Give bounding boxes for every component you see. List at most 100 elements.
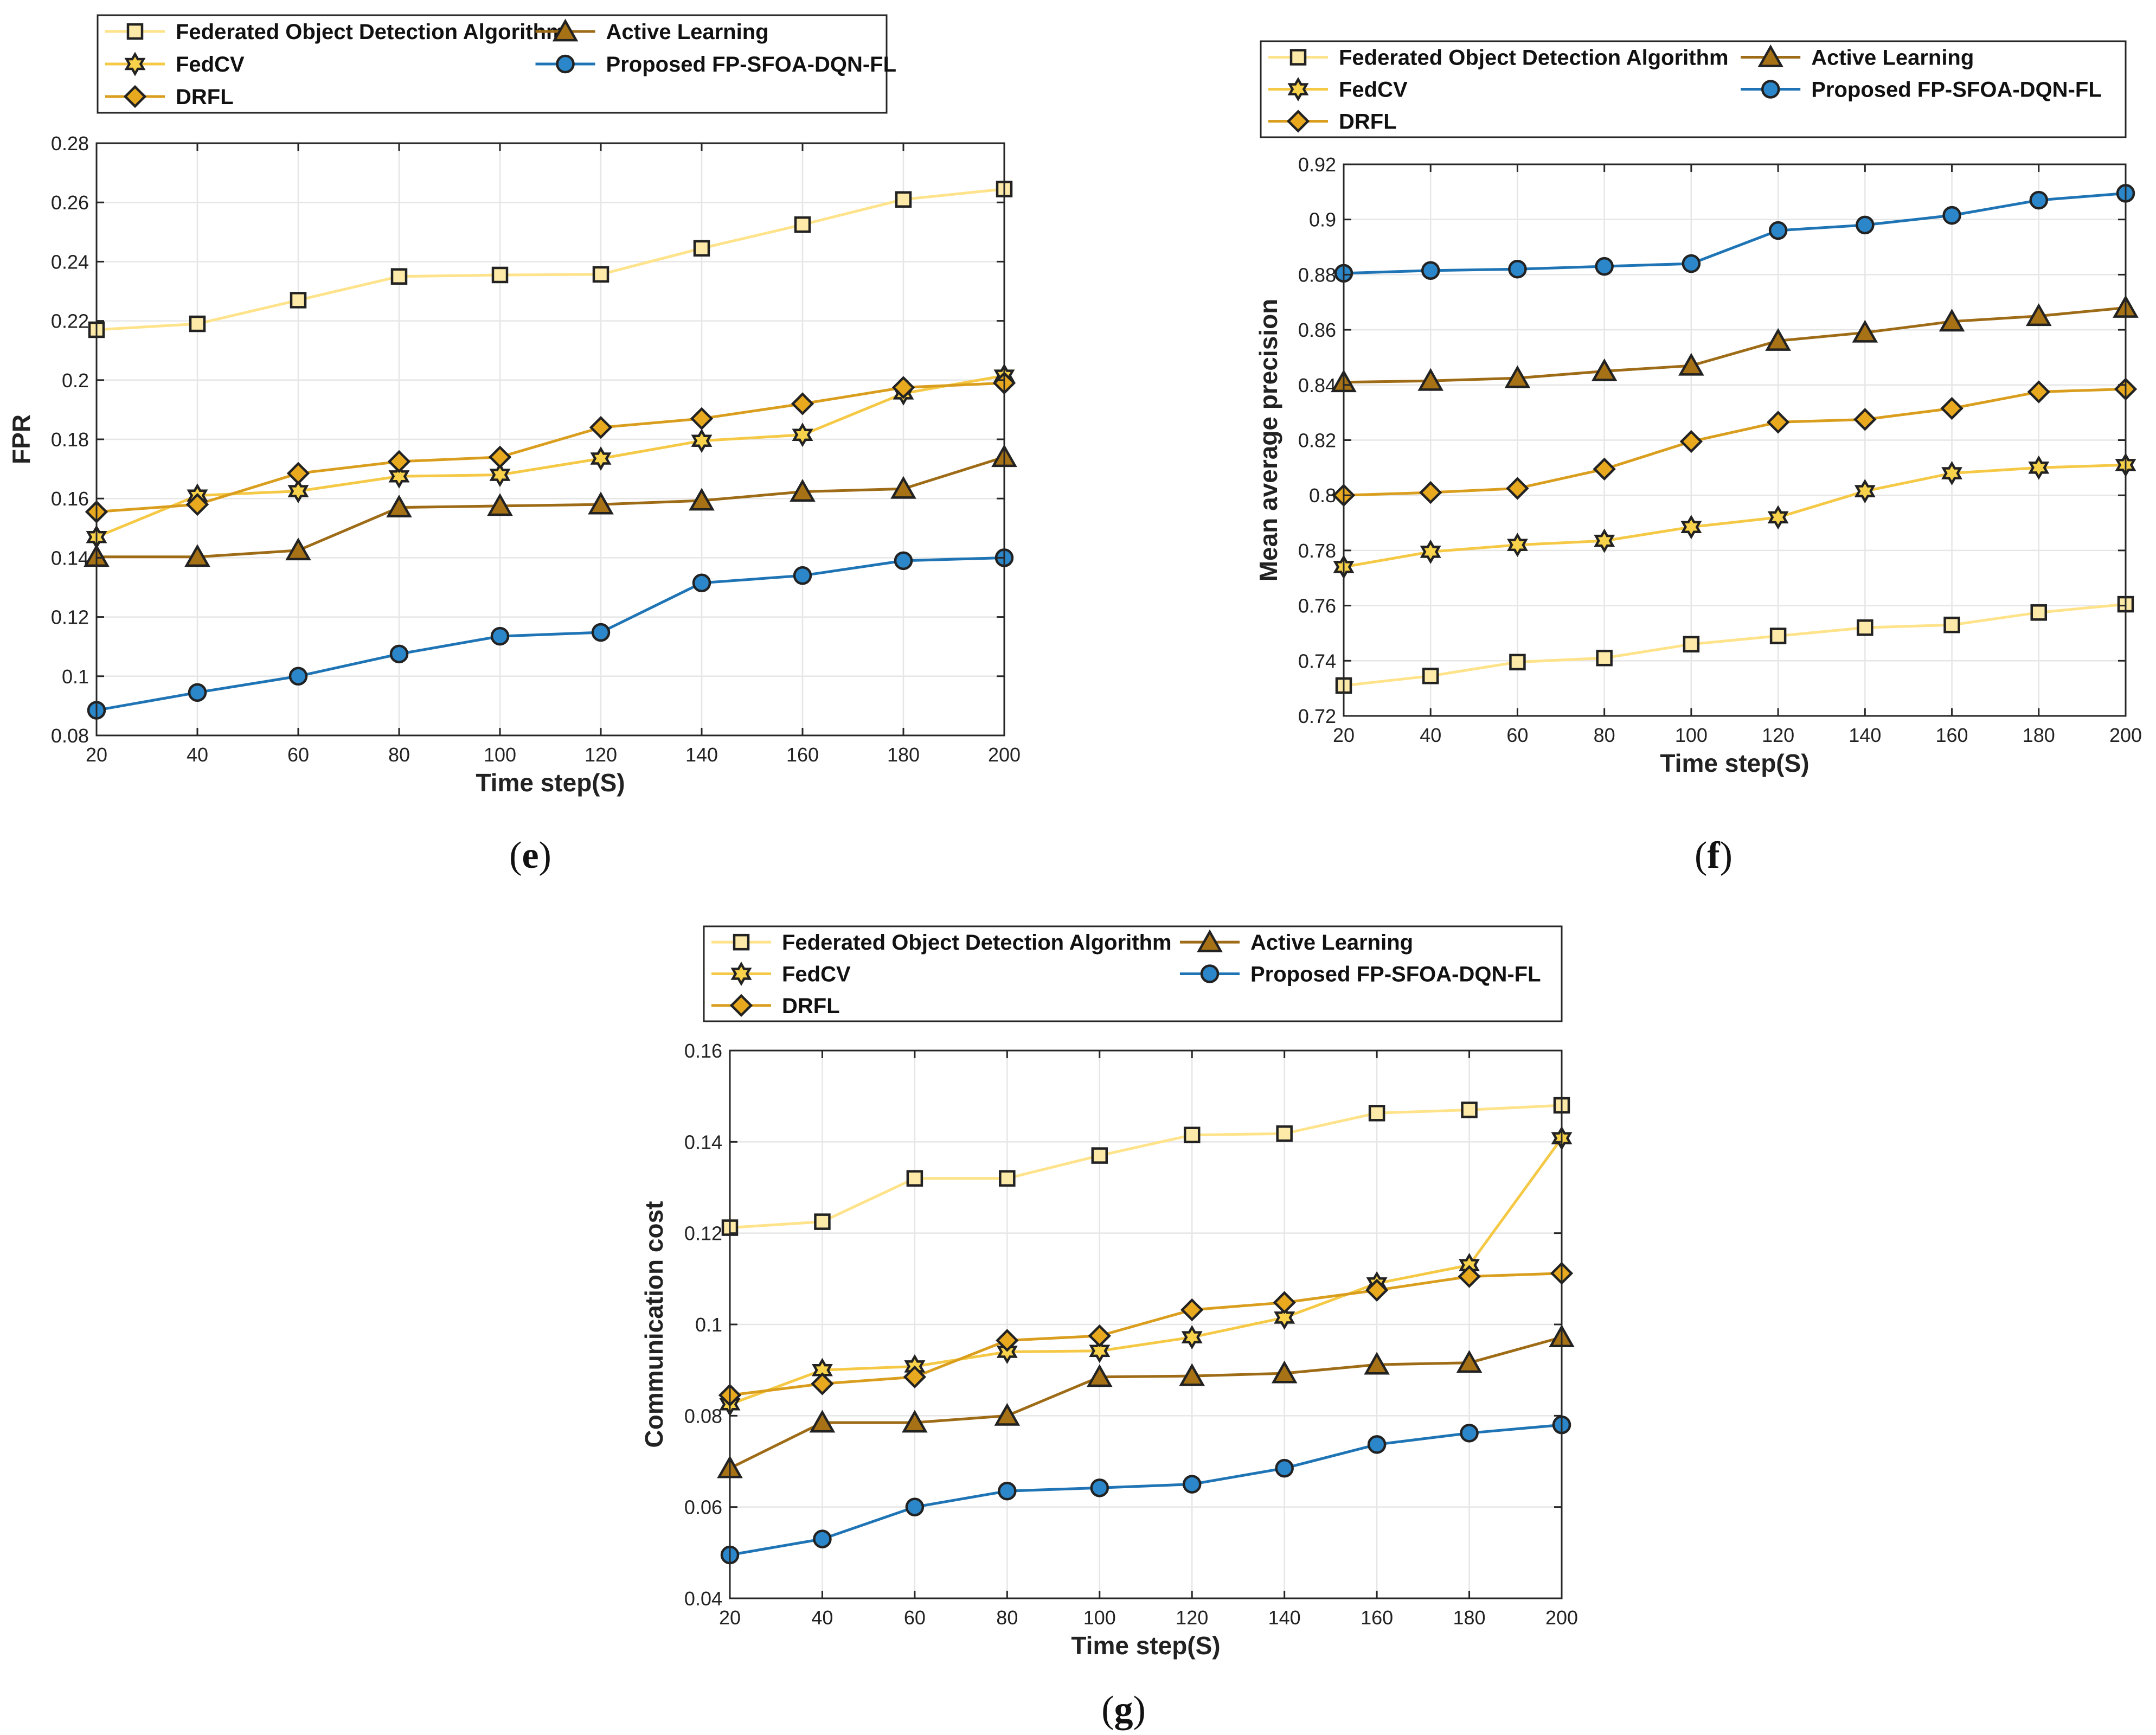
y-tick-label: 0.28: [51, 132, 89, 155]
series-line: [96, 381, 1005, 514]
legend-item-federated-object-detection-algorithm: Federated Object Detection Algorithm: [1268, 46, 1729, 70]
x-tick-label: 40: [811, 1606, 833, 1629]
series-line: [1343, 463, 2126, 568]
x-tick-label: 40: [187, 744, 208, 766]
data-point: [185, 492, 209, 516]
data-point: [2028, 455, 2050, 480]
legend-label: Federated Object Detection Algorithm: [1339, 46, 1729, 70]
y-axis-label: FPR: [7, 414, 35, 464]
legend-marker: [729, 994, 753, 1017]
x-tick-label: 140: [685, 744, 718, 766]
legend-label: FedCV: [1339, 78, 1408, 102]
y-tick-label: 0.1: [695, 1314, 722, 1336]
data-point: [1942, 206, 1961, 225]
legend-item-federated-object-detection-algorithm: Federated Object Detection Algorithm: [711, 931, 1172, 955]
x-tick-label: 160: [786, 744, 819, 766]
y-tick-label: 0.12: [51, 606, 89, 629]
x-tick-label: 180: [887, 744, 920, 766]
legend-label: FedCV: [782, 963, 851, 987]
legend-item-proposed-fp-sfoa-dqn-fl: Proposed FP-SFOA-DQN-FL: [535, 53, 896, 76]
legend-label: Active Learning: [606, 20, 769, 44]
x-tick-label: 80: [996, 1606, 1018, 1629]
legend-item-drfl: DRFL: [1268, 110, 1397, 134]
legend: Federated Object Detection Algorithm FedC…: [703, 925, 1563, 1022]
data-point: [1365, 1278, 1389, 1302]
y-tick-label: 0.06: [684, 1496, 722, 1519]
y-tick-label: 0.24: [51, 251, 89, 273]
data-point: [792, 422, 813, 447]
legend: Federated Object Detection Algorithm FedC…: [97, 14, 896, 114]
legend-item-active-learning: Active Learning: [1180, 929, 1413, 955]
series-proposed-fp-sfoa-dqn-fl: [96, 556, 1005, 712]
data-point: [1368, 1105, 1385, 1122]
legend: Federated Object Detection Algorithm FedC…: [1260, 40, 2127, 138]
data-point: [1683, 636, 1700, 653]
markers-active-learning: [84, 444, 1017, 567]
series-proposed-fp-sfoa-dqn-fl: [729, 1423, 1562, 1557]
data-point: [1420, 539, 1441, 564]
y-tick-label: 0.76: [1298, 595, 1336, 617]
data-point: [1507, 533, 1528, 558]
data-point: [998, 1481, 1017, 1501]
data-point: [1678, 353, 1704, 376]
data-point: [487, 493, 513, 516]
data-point: [1856, 215, 1875, 235]
legend-marker: [1197, 929, 1223, 952]
x-axis-label: Time step(S): [1071, 1631, 1220, 1660]
x-tick-label: 40: [1420, 724, 1441, 746]
y-tick-label: 0.12: [684, 1222, 722, 1245]
data-point: [1593, 457, 1616, 481]
x-tick-label: 20: [86, 744, 107, 766]
markers-proposed-fp-sfoa-dqn-fl: [1334, 184, 2135, 283]
chart-f: 0.72 0.74 0.76 0.78 0.8 0.82 0.84 0.86 0.88 0.9 0.…: [1254, 40, 2142, 876]
legend-box: [703, 925, 1563, 1022]
data-point: [184, 544, 210, 567]
data-point: [1180, 1298, 1204, 1322]
x-tick-label: 160: [1936, 724, 1968, 746]
y-axis-label: Communication cost: [640, 1201, 668, 1448]
chart-g: 0.04 0.06 0.08 0.1 0.12 0.14 0.16 20 40 60 80 100 12…: [640, 925, 1578, 1731]
x-tick-label: 200: [1545, 1606, 1578, 1629]
data-point: [692, 573, 711, 593]
y-tick-label: 0.04: [684, 1587, 722, 1610]
x-axis-label: Time step(S): [1660, 749, 1809, 777]
legend-item-active-learning: Active Learning: [1741, 44, 1974, 70]
data-point: [996, 1329, 1019, 1352]
series-fedcv: [96, 374, 1005, 539]
legend-box: [1260, 40, 2127, 138]
data-point: [1273, 1291, 1296, 1314]
series-drfl: [729, 1272, 1562, 1397]
series-line: [97, 456, 1005, 559]
data-point: [1090, 1478, 1109, 1497]
data-point: [1183, 1126, 1201, 1143]
data-point: [1679, 430, 1703, 453]
y-tick-label: 0.8: [1309, 484, 1336, 507]
series-line: [96, 556, 1005, 712]
data-point: [994, 1403, 1021, 1426]
series-drfl: [96, 381, 1005, 514]
x-tick-label: 120: [1762, 724, 1794, 746]
series-line: [729, 1137, 1563, 1406]
data-point: [1852, 319, 1878, 343]
panel-caption: (g): [1101, 1689, 1146, 1731]
legend-item-fedcv: FedCV: [711, 962, 851, 987]
data-point: [690, 407, 714, 430]
data-point: [590, 446, 612, 471]
legend-marker: [1761, 80, 1780, 99]
legend-label: DRFL: [782, 994, 840, 1018]
y-tick-label: 0.26: [51, 191, 89, 214]
legend-marker: [1286, 110, 1310, 133]
data-point: [1595, 257, 1614, 276]
data-point: [1271, 1360, 1298, 1384]
y-tick-label: 0.92: [1298, 153, 1336, 176]
panel-caption: (f): [1695, 835, 1733, 876]
series-federated-object-detection-algorithm: [729, 1104, 1562, 1230]
series-active-learning: [1343, 306, 2126, 384]
legend-marker: [1200, 964, 1220, 983]
data-point: [691, 428, 713, 453]
y-tick-label: 0.1: [62, 665, 89, 688]
legend-item-active-learning: Active Learning: [535, 18, 769, 44]
data-point: [1939, 309, 1965, 332]
data-point: [1765, 328, 1791, 351]
legend-label: Active Learning: [1250, 931, 1413, 955]
